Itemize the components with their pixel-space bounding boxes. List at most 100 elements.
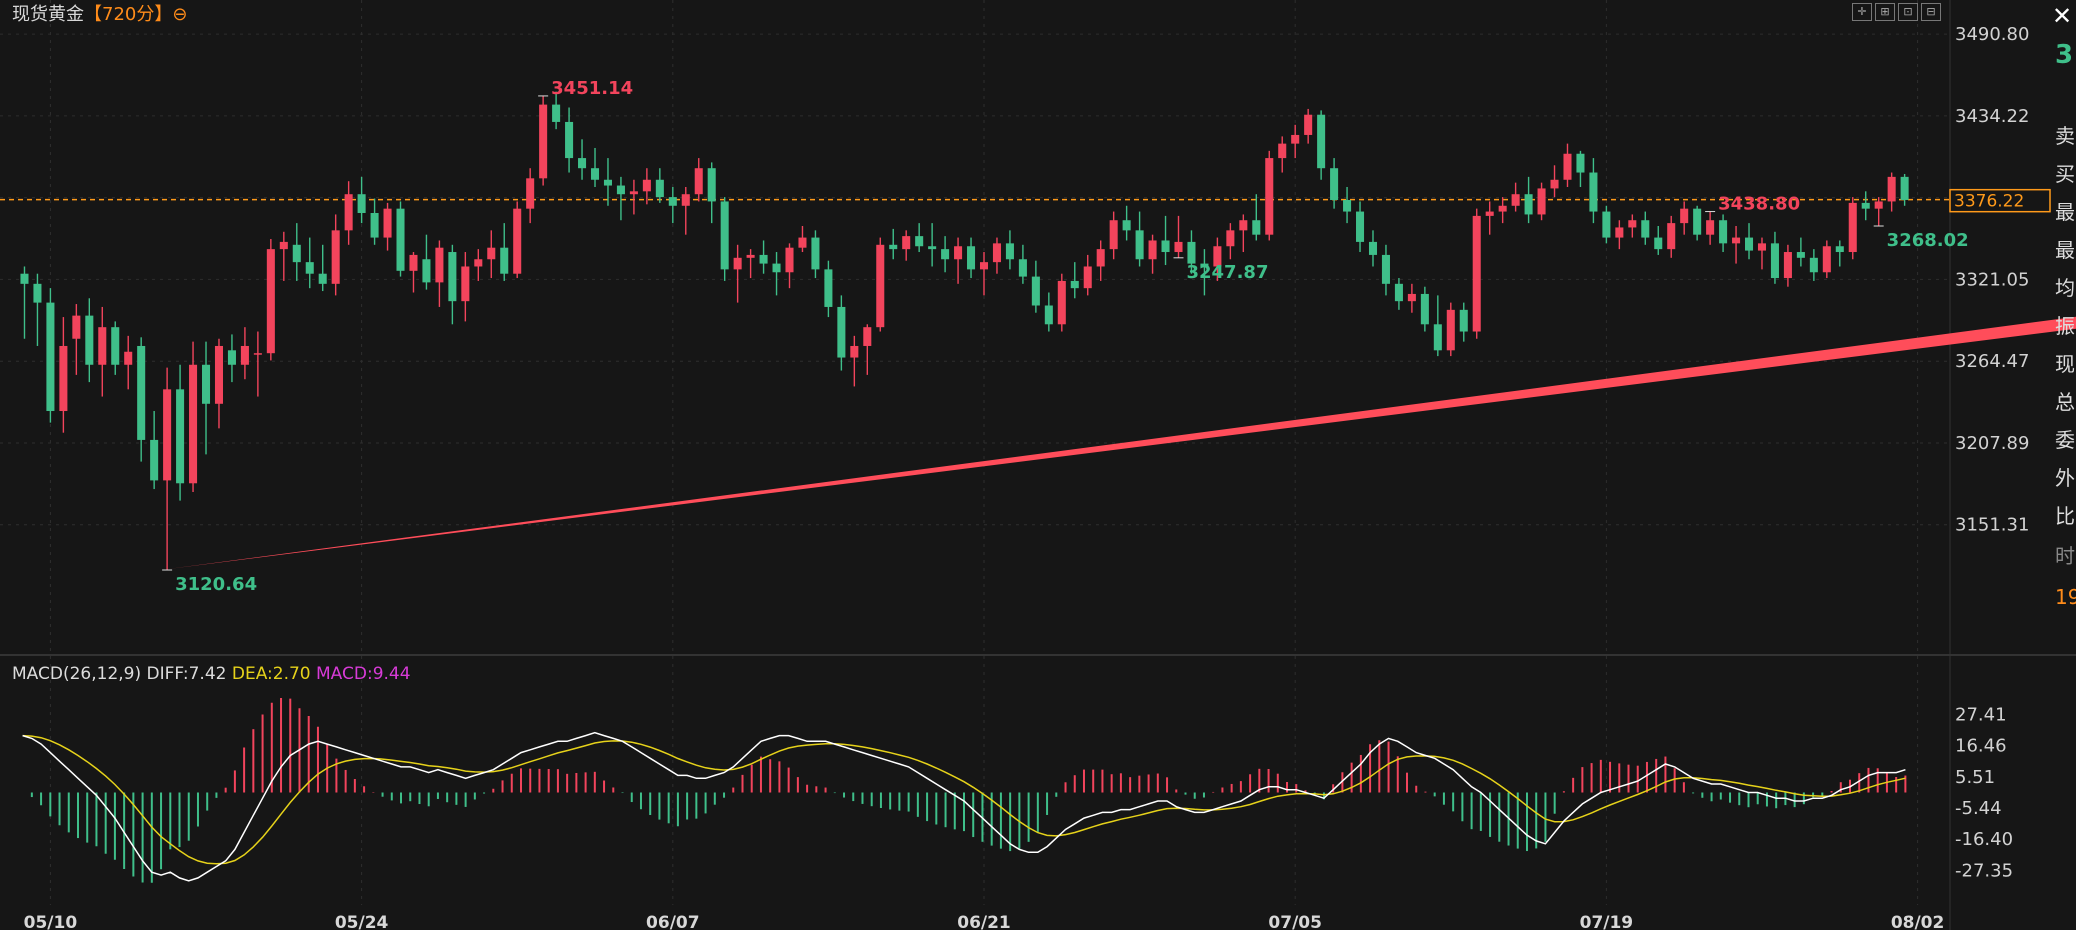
right-panel-label: 委 bbox=[2055, 428, 2075, 452]
candle-body bbox=[1459, 309, 1468, 332]
date-tick-label: 05/24 bbox=[335, 913, 389, 930]
candle-body bbox=[979, 262, 989, 270]
right-panel-label: 卖 bbox=[2055, 124, 2075, 148]
price-tick-label: 3490.80 bbox=[1955, 24, 2029, 45]
toolbar: ✛ ⊞ ⊡ ⊟ bbox=[1852, 0, 1944, 21]
fit-icon[interactable]: ⊞ bbox=[1875, 3, 1895, 21]
candle-body bbox=[435, 247, 444, 283]
date-tick-label: 07/19 bbox=[1580, 913, 1634, 930]
candle-body bbox=[720, 201, 729, 270]
macd-tick-label: 5.51 bbox=[1955, 767, 1995, 788]
macd-tick-label: -16.40 bbox=[1955, 829, 2013, 850]
current-price-box bbox=[1949, 188, 2051, 213]
candle-body bbox=[1226, 230, 1235, 247]
macd-diff-value: DIFF:7.42 bbox=[146, 664, 227, 684]
candle-body bbox=[1252, 220, 1261, 235]
candle-body bbox=[1343, 199, 1352, 212]
low-price-label: 3120.64 bbox=[175, 574, 257, 595]
candle-body bbox=[1057, 280, 1066, 325]
candle-body bbox=[1667, 223, 1676, 250]
high-price-label: 3451.14 bbox=[551, 78, 633, 99]
candle-body bbox=[1446, 309, 1455, 351]
candle-body bbox=[1770, 243, 1779, 279]
diff-line bbox=[22, 731, 1906, 882]
candle-body bbox=[1278, 143, 1287, 159]
candle-body bbox=[1083, 266, 1092, 289]
candle-body bbox=[746, 254, 755, 258]
candle-body bbox=[1200, 263, 1209, 267]
macd-tick-label: -5.44 bbox=[1955, 798, 2002, 819]
candle-body bbox=[1485, 211, 1494, 216]
candle-body bbox=[46, 302, 55, 412]
close-icon[interactable]: ✕ bbox=[2052, 2, 2073, 30]
candle-body bbox=[1135, 230, 1144, 260]
candle-body bbox=[1719, 220, 1728, 244]
candle-body bbox=[1356, 211, 1365, 242]
right-panel-label: 3 bbox=[2055, 40, 2074, 70]
candle-body bbox=[1861, 202, 1870, 209]
right-panel-label: 外 bbox=[2055, 466, 2075, 490]
candle-body bbox=[150, 439, 159, 481]
candle-body bbox=[85, 315, 94, 365]
instrument-title[interactable]: 现货黄金【720分】⊖ bbox=[12, 0, 187, 26]
candle-body bbox=[1628, 220, 1637, 228]
candle-body bbox=[1537, 188, 1546, 215]
candle-body bbox=[1213, 246, 1222, 267]
candle-body bbox=[1835, 246, 1844, 253]
candle-body bbox=[811, 237, 820, 270]
candle-body bbox=[928, 246, 937, 250]
macd-tick-label: -27.35 bbox=[1955, 860, 2013, 881]
candle-body bbox=[1420, 293, 1429, 325]
candle-body bbox=[214, 345, 223, 404]
date-tick-label: 08/02 bbox=[1891, 913, 1945, 930]
candle-body bbox=[98, 327, 107, 365]
candle-body bbox=[941, 249, 950, 260]
crosshair-icon[interactable]: ✛ bbox=[1852, 3, 1872, 21]
candle-body bbox=[357, 194, 366, 214]
candle-body bbox=[240, 345, 249, 365]
period-label[interactable]: 【720分】 bbox=[84, 4, 173, 25]
candle-body bbox=[668, 197, 677, 206]
candle-body bbox=[1368, 241, 1378, 255]
macd-legend: MACD(26,12,9) DIFF:7.42 DEA:2.70 MACD:9.… bbox=[12, 664, 411, 684]
candle-body bbox=[733, 257, 742, 270]
macd-panel bbox=[22, 697, 1907, 883]
date-tick-label: 05/10 bbox=[24, 913, 78, 930]
zoom-in-icon[interactable]: ⊡ bbox=[1898, 3, 1918, 21]
candle-body bbox=[124, 351, 133, 365]
candle-body bbox=[1550, 179, 1559, 189]
candle-body bbox=[1874, 201, 1883, 209]
zoom-out-icon[interactable]: ⊟ bbox=[1921, 3, 1941, 21]
candle-body bbox=[176, 389, 185, 484]
candle-body bbox=[603, 179, 612, 186]
candle-body bbox=[1239, 220, 1248, 231]
candle-body bbox=[1317, 114, 1326, 169]
candle-body bbox=[1070, 280, 1079, 289]
candle-body bbox=[1757, 243, 1767, 251]
candle-body bbox=[33, 283, 42, 303]
candle-body bbox=[902, 236, 911, 250]
annotations: 3451.14 3247.87 3438.80 3268.02 3120.64 bbox=[162, 78, 2076, 595]
candle-body bbox=[1900, 176, 1909, 200]
candle-body bbox=[111, 327, 120, 365]
candle-body bbox=[1680, 208, 1689, 224]
low-price-label: 3247.87 bbox=[1186, 262, 1268, 283]
candle-body bbox=[59, 345, 68, 412]
candles bbox=[20, 91, 1909, 570]
right-panel-label: 比 bbox=[2055, 504, 2075, 528]
right-panel-label: 买 bbox=[2055, 162, 2075, 186]
candle-body bbox=[370, 213, 379, 238]
candle-body bbox=[967, 246, 976, 270]
candle-body bbox=[772, 263, 781, 273]
candle-body bbox=[1589, 172, 1598, 212]
candle-body bbox=[227, 350, 236, 365]
current-price-label: 3376.22 bbox=[1954, 192, 2024, 212]
period-toggle-icon[interactable]: ⊖ bbox=[172, 4, 188, 25]
candle-body bbox=[1265, 158, 1274, 235]
dea-line bbox=[22, 734, 1906, 865]
macd-tick-label: 27.41 bbox=[1955, 704, 2007, 725]
candle-body bbox=[1602, 211, 1611, 238]
candle-body bbox=[253, 353, 262, 355]
